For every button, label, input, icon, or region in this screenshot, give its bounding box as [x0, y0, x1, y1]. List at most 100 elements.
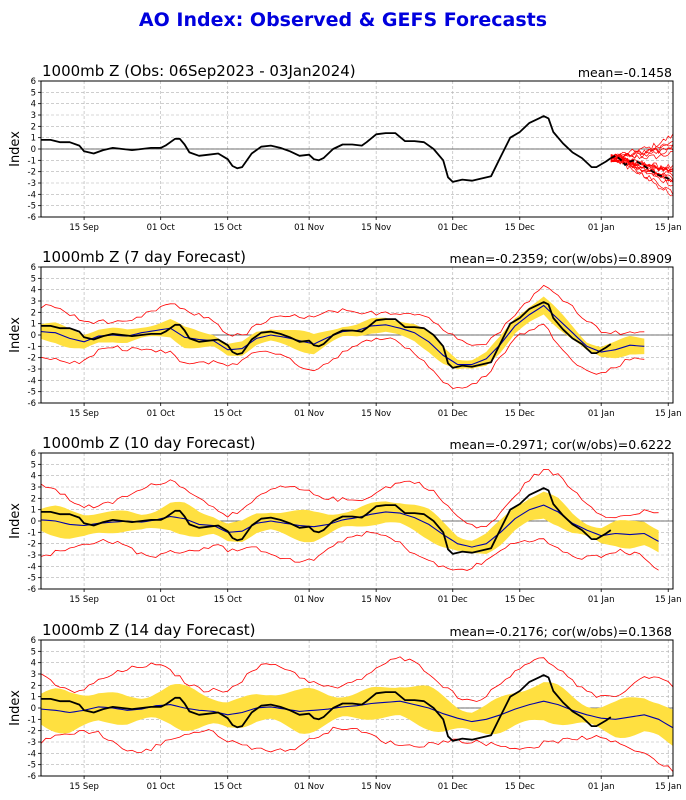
x-tick-label: 15 Nov [361, 782, 391, 792]
member-min-line [41, 726, 673, 773]
y-tick-label: -6 [28, 772, 36, 782]
y-tick-label: 0 [31, 704, 36, 714]
x-tick-label: 15 Dec [505, 223, 535, 233]
y-tick-label: -1 [28, 342, 36, 352]
y-tick-label: -5 [28, 388, 36, 398]
x-tick-label: 15 Nov [361, 409, 391, 419]
y-tick-label: -4 [28, 749, 36, 759]
y-tick-label: 1 [31, 506, 36, 516]
y-tick-label: 4 [31, 286, 36, 296]
y-tick-label: 3 [31, 111, 36, 121]
x-tick-label: 15 Nov [361, 595, 391, 605]
x-tick-label: 01 Jan [588, 223, 615, 233]
y-tick-label: 2 [31, 681, 36, 691]
y-tick-label: 1 [31, 134, 36, 144]
x-tick-label: 15 Oct [214, 782, 243, 792]
y-tick-label: -5 [28, 202, 36, 212]
ensemble-member-line [610, 155, 673, 172]
y-tick-label: 5 [31, 647, 36, 657]
y-tick-label: 0 [31, 331, 36, 341]
y-axis-label: Index [8, 503, 23, 539]
x-tick-label: 01 Nov [294, 595, 324, 605]
observed-line [41, 115, 612, 183]
y-tick-label: 0 [31, 145, 36, 155]
y-tick-label: -2 [28, 168, 36, 178]
y-tick-label: 1 [31, 320, 36, 330]
x-tick-label: 15 Oct [214, 409, 243, 419]
panel-4: -6-5 -4-3-2 -101 234 56 15 Sep 01 Oct 15 Oct 01 … [8, 636, 682, 792]
member-min-line [41, 530, 659, 571]
y-tick-label: -6 [28, 399, 36, 409]
y-tick-label: 4 [31, 659, 36, 669]
y-tick-label: 2 [31, 494, 36, 504]
ensemble-member-line [610, 143, 673, 159]
ensemble-spread-band [41, 682, 673, 747]
x-tick-label: 15 Sep [69, 595, 99, 605]
panel-2: -6-5 -4-3-2 -101 234 56 15 Sep 01 Oct 15 Oct 01 … [8, 263, 682, 419]
y-tick-label: 3 [31, 297, 36, 307]
y-tick-label: -5 [28, 761, 36, 771]
ensemble-member-line [610, 156, 673, 196]
x-tick-label: 01 Dec [438, 223, 468, 233]
x-tick-label: 01 Jan [588, 409, 615, 419]
x-tick-label: 15 Dec [505, 409, 535, 419]
x-tick-label: 15 Nov [361, 223, 391, 233]
y-tick-label: -1 [28, 156, 36, 166]
ensemble-member-line [610, 133, 673, 160]
x-tick-label: 01 Jan [588, 595, 615, 605]
x-tick-label: 01 Oct [147, 409, 176, 419]
x-tick-label: 01 Oct [147, 782, 176, 792]
y-tick-label: -2 [28, 354, 36, 364]
ensemble-member-line [610, 157, 673, 197]
series-group [41, 115, 673, 197]
panel-1: -6-5 -4-3-2 -101 234 56 15 Sep 01 Oct 15 Oct 01 … [8, 77, 682, 233]
panel-2-stat: mean=-0.2359; cor(w/obs)=0.8909 [449, 251, 672, 266]
y-tick-label: -4 [28, 190, 36, 200]
series-group [41, 656, 673, 773]
panel-4-stat: mean=-0.2176; cor(w/obs)=0.1368 [449, 624, 672, 639]
y-tick-label: 2 [31, 308, 36, 318]
x-tick-label: 01 Nov [294, 782, 324, 792]
y-tick-label: -3 [28, 365, 36, 375]
y-tick-label: -2 [28, 540, 36, 550]
panel-1-stat: mean=-0.1458 [577, 65, 672, 80]
y-tick-label: 5 [31, 88, 36, 98]
y-tick-label: 3 [31, 670, 36, 680]
x-tick-label: 15 Jan [655, 595, 682, 605]
series-group [41, 284, 645, 390]
y-tick-label: 2 [31, 122, 36, 132]
member-max-line [41, 656, 673, 702]
y-tick-label: -4 [28, 562, 36, 572]
y-tick-label: -5 [28, 574, 36, 584]
ensemble-mean-line [41, 304, 645, 366]
panel-3-title: 1000mb Z (10 day Forecast) [42, 434, 256, 452]
ensemble-member-line [610, 157, 673, 177]
y-axis-label: Index [8, 131, 23, 167]
member-min-line [41, 323, 645, 390]
y-tick-label: 6 [31, 636, 36, 646]
x-tick-label: 15 Dec [505, 782, 535, 792]
y-tick-label: -3 [28, 179, 36, 189]
panel-3: -6-5 -4-3-2 -101 234 56 15 Sep 01 Oct 15 Oct 01 … [8, 449, 682, 605]
x-tick-label: 15 Sep [69, 782, 99, 792]
y-tick-label: -6 [28, 585, 36, 595]
x-tick-label: 01 Dec [438, 409, 468, 419]
y-tick-label: -3 [28, 551, 36, 561]
observed-line [41, 674, 612, 742]
x-tick-label: 01 Jan [588, 782, 615, 792]
x-tick-label: 15 Dec [505, 595, 535, 605]
y-tick-label: 5 [31, 460, 36, 470]
panel-1-title: 1000mb Z (Obs: 06Sep2023 - 03Jan2024) [42, 62, 356, 80]
x-tick-label: 15 Sep [69, 223, 99, 233]
x-tick-label: 01 Dec [438, 782, 468, 792]
y-axis-label: Index [8, 317, 23, 353]
series-group [41, 468, 659, 571]
ensemble-mean-line [41, 504, 659, 548]
x-tick-label: 15 Jan [655, 409, 682, 419]
panel-3-stat: mean=-0.2971; cor(w/obs)=0.6222 [449, 437, 672, 452]
member-max-line [41, 468, 659, 529]
panel-4-title: 1000mb Z (14 day Forecast) [42, 621, 256, 639]
x-tick-label: 01 Oct [147, 223, 176, 233]
x-tick-label: 15 Oct [214, 595, 243, 605]
